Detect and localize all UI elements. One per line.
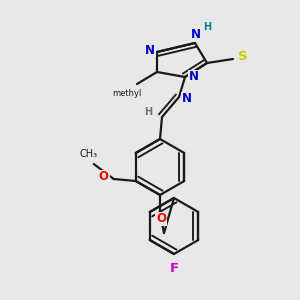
Text: N: N bbox=[191, 28, 201, 40]
Text: N: N bbox=[189, 70, 199, 83]
Text: S: S bbox=[238, 50, 248, 64]
Text: H: H bbox=[144, 107, 152, 117]
Text: H: H bbox=[203, 22, 211, 32]
Text: O: O bbox=[156, 212, 166, 226]
Text: CH₃: CH₃ bbox=[80, 149, 98, 159]
Text: N: N bbox=[145, 44, 155, 56]
Text: N: N bbox=[182, 92, 192, 106]
Text: methyl: methyl bbox=[112, 88, 142, 98]
Text: F: F bbox=[169, 262, 178, 275]
Text: O: O bbox=[99, 170, 109, 184]
